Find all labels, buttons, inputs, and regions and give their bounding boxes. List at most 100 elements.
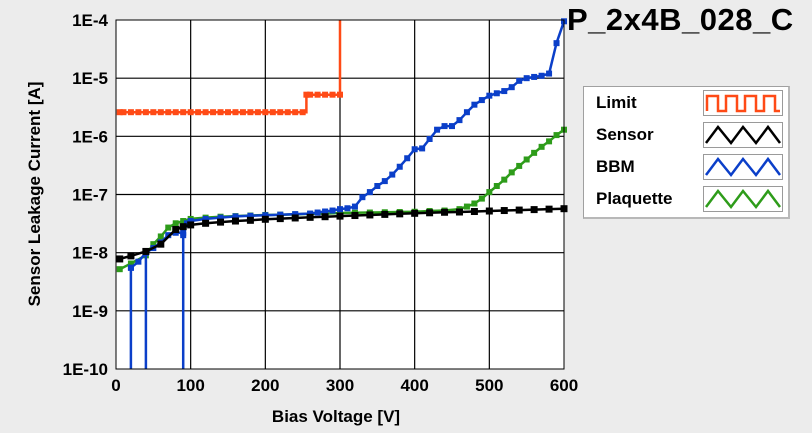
data-point-limit xyxy=(303,91,310,98)
data-point-limit xyxy=(269,109,276,116)
data-point-limit xyxy=(210,109,217,116)
data-point-plaquette xyxy=(172,220,179,227)
y-tick-label: 1E-8 xyxy=(72,244,108,263)
legend-swatch-bbm xyxy=(705,156,781,178)
x-tick-label: 600 xyxy=(550,376,578,395)
data-point-limit xyxy=(150,109,157,116)
data-point-sensor xyxy=(455,208,463,216)
data-point-limit xyxy=(165,109,172,116)
data-point-bbm xyxy=(202,215,209,222)
data-point-plaquette xyxy=(531,149,538,156)
data-point-bbm xyxy=(307,210,314,217)
data-point-sensor xyxy=(426,209,434,217)
data-point-sensor xyxy=(321,213,329,221)
data-point-plaquette xyxy=(493,183,500,190)
legend-item-limit[interactable]: Limit xyxy=(584,87,788,119)
data-point-sensor xyxy=(187,221,195,229)
data-point-sensor xyxy=(202,219,210,227)
y-axis-title: Sensor Leakage Current [A] xyxy=(25,82,44,307)
y-tick-label: 1E-6 xyxy=(72,127,108,146)
data-point-plaquette xyxy=(116,266,123,273)
data-point-sensor xyxy=(116,255,124,263)
data-point-plaquette xyxy=(508,169,515,176)
data-point-sensor xyxy=(336,212,344,220)
x-tick-label: 0 xyxy=(111,376,120,395)
data-point-bbm xyxy=(322,208,329,215)
x-tick-label: 500 xyxy=(475,376,503,395)
legend-swatch-limit xyxy=(705,94,780,113)
data-point-limit xyxy=(195,109,202,116)
data-point-plaquette xyxy=(150,241,157,248)
legend-swatch-plaquette xyxy=(705,188,781,210)
data-point-limit xyxy=(329,91,336,98)
data-point-sensor xyxy=(142,247,150,255)
data-point-bbm xyxy=(180,232,187,239)
data-point-limit xyxy=(180,109,187,116)
square-wave-icon xyxy=(703,90,783,116)
data-point-bbm xyxy=(553,40,560,47)
legend-item-bbm[interactable]: BBM xyxy=(584,151,788,183)
x-tick-label: 300 xyxy=(326,376,354,395)
legend-line-bbm xyxy=(705,156,781,178)
series-group xyxy=(116,18,568,369)
data-point-sensor xyxy=(217,218,225,226)
data-point-plaquette xyxy=(516,162,523,169)
data-point-limit xyxy=(254,109,261,116)
data-point-plaquette xyxy=(486,189,493,196)
data-point-plaquette xyxy=(463,203,470,210)
data-point-sensor xyxy=(246,216,254,224)
data-point-plaquette xyxy=(538,143,545,150)
data-point-plaquette xyxy=(553,132,560,139)
data-point-limit xyxy=(239,109,246,116)
data-point-sensor xyxy=(172,226,180,234)
data-point-limit xyxy=(232,109,239,116)
legend-label-plaquette: Plaquette xyxy=(596,189,673,208)
data-point-limit xyxy=(322,91,329,98)
data-point-sensor xyxy=(366,211,374,219)
data-point-bbm xyxy=(381,178,388,185)
data-point-limit xyxy=(202,109,209,116)
data-point-bbm xyxy=(217,214,224,221)
data-point-plaquette xyxy=(157,233,164,240)
triangle-wave-icon xyxy=(703,154,783,180)
legend-line-limit xyxy=(705,94,780,113)
legend-item-sensor[interactable]: Sensor xyxy=(584,119,788,151)
x-tick-label: 100 xyxy=(176,376,204,395)
data-point-limit xyxy=(292,109,299,116)
data-point-bbm xyxy=(337,206,343,213)
data-point-bbm xyxy=(389,171,396,178)
data-point-sensor xyxy=(306,213,314,221)
data-point-limit xyxy=(135,109,142,116)
data-point-bbm xyxy=(434,126,441,133)
data-point-sensor xyxy=(127,252,135,260)
x-tick-label: 200 xyxy=(251,376,279,395)
data-point-limit xyxy=(307,91,314,98)
data-point-sensor xyxy=(441,208,449,216)
data-point-bbm xyxy=(127,264,134,271)
data-point-bbm xyxy=(486,92,493,99)
data-point-plaquette xyxy=(127,260,134,267)
legend-item-plaquette[interactable]: Plaquette xyxy=(584,183,788,215)
data-point-bbm xyxy=(411,146,418,153)
data-point-bbm xyxy=(516,77,523,84)
data-point-sensor xyxy=(261,215,269,223)
y-tick-label: 1E-7 xyxy=(72,186,108,205)
data-point-bbm xyxy=(493,90,500,97)
data-point-bbm xyxy=(292,211,299,218)
data-point-bbm xyxy=(538,72,545,79)
data-point-bbm xyxy=(456,117,463,124)
data-point-bbm xyxy=(523,75,530,82)
data-point-plaquette xyxy=(478,195,485,202)
data-point-bbm xyxy=(471,101,478,108)
data-point-sensor xyxy=(530,206,538,214)
data-point-plaquette xyxy=(523,156,530,163)
data-point-limit xyxy=(120,109,127,116)
data-point-limit xyxy=(277,109,284,116)
legend-label-limit: Limit xyxy=(596,93,637,112)
data-point-sensor xyxy=(231,217,239,225)
data-point-bbm xyxy=(501,88,508,95)
data-point-limit xyxy=(247,109,254,116)
data-point-bbm xyxy=(135,258,142,265)
data-point-limit xyxy=(142,109,149,116)
data-point-bbm xyxy=(314,209,321,216)
